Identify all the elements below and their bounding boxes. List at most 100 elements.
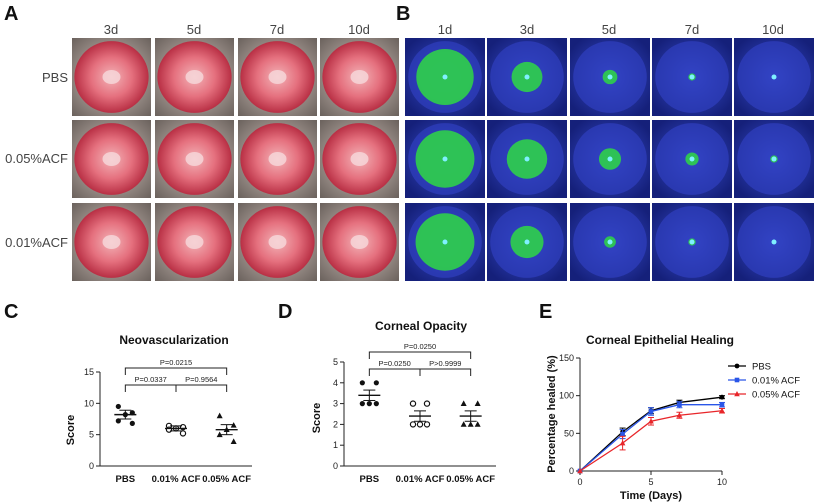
series-marker — [648, 409, 654, 414]
panel-a-eye-photo-grid: 3d 5d 7d 10d PBS 0.05%ACF 0.01%ACF — [5, 22, 399, 281]
legend-label: 0.05% ACF — [752, 390, 800, 401]
series-marker — [719, 407, 725, 413]
eye-photo-highlight — [268, 235, 287, 249]
fluorescein-light-reflex — [607, 74, 613, 80]
chart-title: Corneal Epithelial Healing — [586, 333, 734, 347]
eye-photo-highlight — [102, 70, 121, 84]
data-point — [129, 420, 135, 426]
eye-photo-highlight — [268, 70, 287, 84]
data-point — [423, 421, 431, 428]
eye-photo-highlight — [185, 70, 204, 84]
eye-photo-highlight — [185, 235, 204, 249]
chart-corneal-opacity: Corneal Opacity Score 0 1 2 3 4 5 PBS 0.01% ACF… — [311, 319, 496, 485]
p-value-label: P=0.0215 — [160, 358, 192, 367]
p-value-label: P=0.0250 — [404, 342, 436, 351]
x-tick-label: 0.05% ACF — [202, 474, 251, 485]
panel-b-letter: B — [396, 3, 410, 25]
chart-title: Neovascularization — [119, 333, 228, 347]
series-marker — [648, 418, 654, 424]
legend-label: 0.01% ACF — [752, 376, 800, 387]
significance-bracket — [368, 351, 472, 359]
y-tick-label: 4 — [333, 378, 338, 388]
chart-title: Corneal Opacity — [375, 319, 467, 333]
y-tick-label: 0 — [569, 466, 574, 476]
data-point — [373, 401, 379, 407]
data-point — [216, 412, 223, 419]
chart-epithelial-healing: Corneal Epithelial Healing Percentage he… — [546, 333, 800, 502]
eye-photo-highlight — [268, 152, 287, 166]
data-point — [460, 421, 467, 427]
fluorescein-light-reflex — [442, 156, 448, 162]
panel-b-col-label: 3d — [520, 22, 534, 37]
x-axis-label: Time (Days) — [620, 490, 682, 502]
panel-c-letter: C — [4, 301, 18, 323]
legend-marker — [734, 391, 740, 397]
y-tick-label: 150 — [559, 353, 574, 363]
fluorescein-light-reflex — [771, 156, 777, 162]
panel-a-letter: A — [4, 3, 18, 25]
data-point — [416, 421, 424, 428]
p-value-label: P>0.9999 — [429, 359, 461, 368]
x-tick-label: 10 — [717, 477, 727, 487]
significance-bracket — [368, 368, 421, 376]
eye-photo-highlight — [102, 152, 121, 166]
x-tick-label: PBS — [360, 474, 380, 485]
panel-b-col-label: 10d — [762, 22, 784, 37]
x-tick-label: PBS — [116, 474, 136, 485]
series-marker — [620, 431, 625, 437]
panel-a-row-label: PBS — [42, 70, 68, 85]
fluorescein-light-reflex — [442, 239, 448, 245]
y-tick-label: 5 — [89, 430, 94, 440]
panel-a-col-label: 10d — [348, 22, 370, 37]
panel-b-col-label: 1d — [438, 22, 452, 37]
series-marker — [719, 394, 725, 400]
x-tick-label: 0.01% ACF — [152, 474, 201, 485]
legend-label: PBS — [752, 362, 771, 373]
series-marker — [577, 468, 583, 474]
series-marker — [676, 412, 683, 418]
p-value-label: P=0.0337 — [135, 375, 167, 384]
x-tick-label: 0.05% ACF — [446, 474, 495, 485]
panel-e-letter: E — [539, 301, 552, 323]
y-tick-label: 100 — [559, 391, 574, 401]
y-axis-label: Score — [311, 403, 323, 434]
data-point — [460, 400, 467, 406]
eye-photo-highlight — [185, 152, 204, 166]
data-point — [230, 422, 237, 428]
data-point — [409, 421, 417, 428]
legend-marker — [734, 377, 740, 383]
series-marker — [719, 402, 725, 408]
fluorescein-light-reflex — [607, 156, 613, 162]
x-tick-label: 0 — [577, 477, 582, 487]
legend-marker — [734, 363, 740, 369]
y-tick-label: 2 — [333, 419, 338, 429]
data-point — [359, 401, 365, 407]
y-axis-label: Percentage healed (%) — [546, 355, 558, 473]
series-marker — [619, 440, 626, 446]
fluorescein-light-reflex — [771, 239, 777, 245]
data-point — [474, 421, 481, 427]
significance-bracket — [175, 384, 228, 392]
panel-b-col-label: 7d — [685, 22, 699, 37]
y-tick-label: 0 — [333, 461, 338, 471]
data-point — [467, 421, 474, 427]
data-point — [359, 380, 365, 386]
fluorescein-light-reflex — [524, 239, 530, 245]
data-point — [230, 438, 237, 444]
significance-bracket — [124, 384, 177, 392]
x-tick-label: 5 — [648, 477, 653, 487]
data-point — [474, 400, 481, 406]
fluorescein-light-reflex — [689, 74, 695, 80]
series-marker — [677, 402, 682, 408]
p-value-label: P=0.0250 — [379, 359, 411, 368]
significance-bracket — [419, 368, 472, 376]
panel-b-col-label: 5d — [602, 22, 616, 37]
x-tick-label: 0.01% ACF — [396, 474, 445, 485]
fluorescein-light-reflex — [689, 239, 695, 245]
y-axis-label: Score — [65, 415, 77, 446]
y-tick-label: 15 — [84, 367, 94, 377]
data-point — [179, 430, 187, 437]
panel-b-fluorescein-grid: 1d 3d 5d 7d 10d — [405, 22, 814, 281]
data-point — [115, 403, 121, 410]
panel-a-col-label: 7d — [270, 22, 284, 37]
